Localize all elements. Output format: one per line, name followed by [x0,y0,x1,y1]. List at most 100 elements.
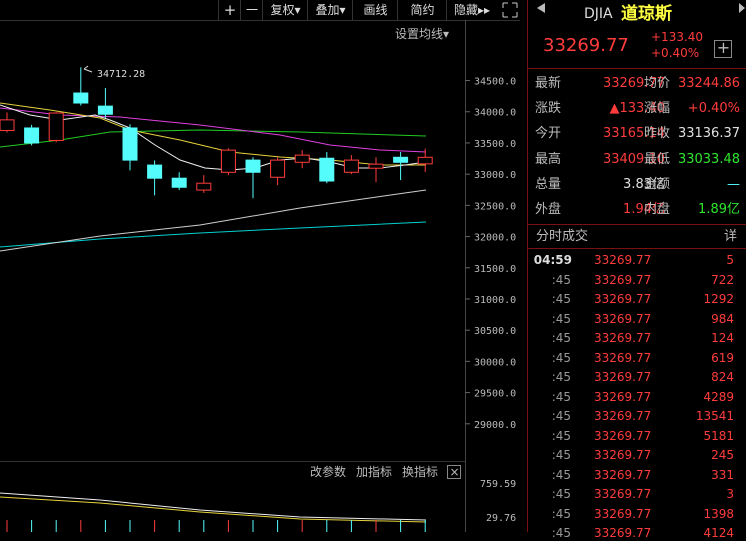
trade-time: :45 [551,487,571,501]
y-tick-label: 29500.0 [474,389,516,400]
stat-label: 涨跌 [535,101,562,117]
indicator-close[interactable]: × [449,465,460,479]
toolbar-button[interactable]: 画线 [352,0,398,20]
stat-label: 金额 [644,176,671,192]
ma-line [0,189,427,252]
zoom-out-button[interactable]: 一 [240,0,263,20]
trade-time: :45 [551,409,571,423]
stat-label: 最新 [535,76,562,91]
trade-volume: 124 [711,331,734,345]
last-price: 33269.77 [543,35,629,56]
trade-volume: 1292 [703,292,734,306]
prev-arrow [537,3,545,13]
trade-volume: 5 [726,253,734,267]
candle-body [24,127,40,144]
trade-time: :45 [551,448,571,462]
trade-volume: 619 [711,350,734,365]
trade-price: 33269.77 [594,389,652,404]
trade-price: 33269.77 [594,370,652,384]
high-arrow [83,65,93,73]
y-tick-label: 34000.0 [474,108,516,119]
trade-time: :45 [551,350,571,365]
indicator-button[interactable]: 换指标 [402,465,439,479]
trade-time: :45 [551,428,571,443]
stat-value: — [727,176,740,192]
stat-label: 内盘 [644,202,671,217]
candle-body [97,105,113,115]
zoom-in-button[interactable]: + [218,0,241,20]
toolbar-button[interactable]: 隐藏▸▸ [446,0,497,20]
stat-value: 33269.77 [602,76,665,91]
toolbar-button[interactable]: 简约 [397,0,447,20]
indicator-axis-label: 29.76 [486,513,517,524]
ma-line [0,221,427,248]
y-tick-label: 31500.0 [474,264,516,275]
y-tick-label: 33500.0 [474,139,516,150]
candle-body [270,159,286,178]
ma-settings[interactable]: 设置均线▾ [395,27,450,41]
trade-volume: 3 [726,487,734,501]
trades-detail[interactable]: 详 [724,229,738,244]
trade-time: :45 [551,272,571,287]
trade-time: :45 [551,370,571,384]
trade-time: :45 [551,292,571,306]
trade-time: :45 [551,506,571,521]
stat-label: 涨幅 [644,101,671,117]
stat-label: 最高 [535,151,562,167]
moving-averages [0,102,427,523]
stat-label: 今开 [535,126,562,142]
change-pct: +0.40% [651,46,700,60]
candle-body [245,159,261,173]
candle-body [147,164,163,179]
trade-volume: 245 [711,448,734,462]
trade-price: 33269.77 [594,506,652,521]
stat-value: 33165.14 [602,126,665,142]
y-tick-label: 31000.0 [474,295,516,306]
indicator-line [0,492,427,521]
trade-price: 33269.77 [594,467,652,482]
trade-volume: 1398 [703,506,734,521]
candle-body [122,127,138,161]
trade-volume: 331 [711,467,734,482]
toolbar-button[interactable]: 复权▾ [262,0,308,20]
stat-value: 1.94亿 [623,202,665,217]
trade-time: 04:59 [533,253,572,267]
stat-value: ▲133.40 [609,101,666,117]
ma-line [0,104,427,171]
ma-line [0,129,427,148]
stat-label: 外盘 [535,202,562,217]
fullscreen-icon[interactable] [502,2,518,18]
candle-body [319,157,335,182]
y-tick-label: 30500.0 [474,326,516,337]
stat-label: 昨收 [644,126,671,142]
y-tick-label: 30000.0 [474,357,516,368]
trade-price: 33269.77 [594,428,652,443]
high-annotation: 34712.28 [97,69,145,80]
trade-price: 33269.77 [594,526,652,540]
change: +133.40 [651,30,704,44]
y-tick-label: 29000.0 [474,420,516,431]
ma-line [0,107,427,153]
y-tick-label: 32000.0 [474,233,516,244]
stat-label: 均价 [644,76,671,91]
trade-price: 33269.77 [594,487,652,501]
trade-volume: 824 [711,370,734,384]
indicator-button[interactable]: 加指标 [356,465,393,479]
next-arrow [739,3,745,13]
indicator-bars [6,520,426,532]
indicator-button[interactable]: 改参数 [310,465,347,479]
trade-price: 33269.77 [594,272,652,287]
toolbar-button[interactable]: 叠加▾ [307,0,353,20]
trade-price: 33269.77 [594,409,652,423]
candle-body [343,159,359,173]
name: 道琼斯 [621,4,672,24]
add-button[interactable]: + [716,38,731,57]
stat-value: 33033.48 [677,151,740,167]
stat-value: 33244.86 [677,76,740,91]
y-tick-label: 33000.0 [474,170,516,181]
stat-value: +0.40% [687,101,740,117]
y-tick-label: 34500.0 [474,77,516,88]
stat-value: 33136.37 [677,126,740,142]
